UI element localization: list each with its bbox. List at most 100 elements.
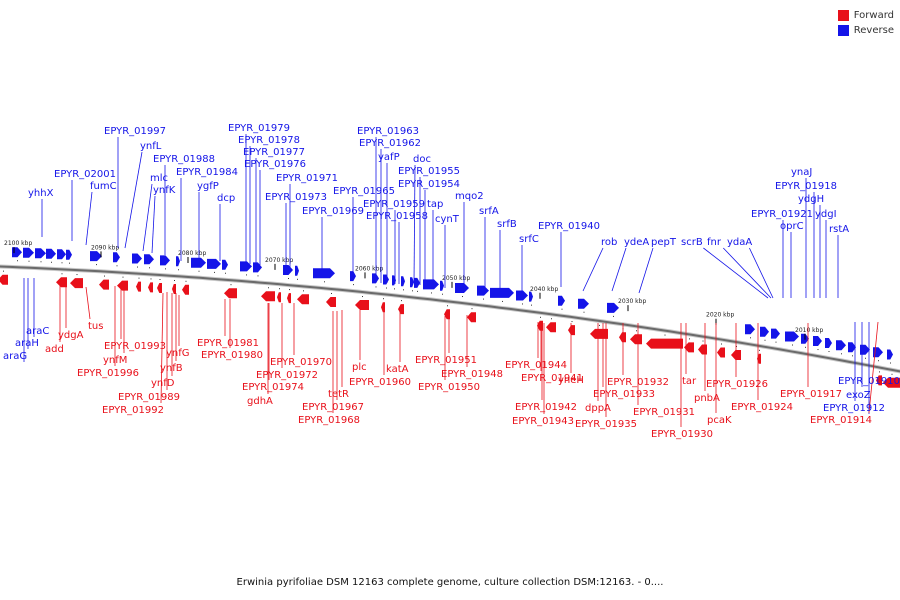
forward-gene-arrow: [590, 328, 608, 339]
gene-position-dot: [165, 268, 166, 270]
reverse-gene-arrow: [401, 276, 405, 287]
reverse-gene-arrow: [860, 344, 870, 355]
gene-label-epyr-01943: EPYR_01943: [512, 416, 574, 427]
gene-position-dot: [76, 274, 78, 276]
gene-position-dot: [137, 266, 138, 268]
forward-gene-arrow: [287, 293, 291, 304]
gene-label-epyr-01993: EPYR_01993: [104, 341, 166, 352]
gene-position-dot: [386, 287, 387, 289]
gene-position-dot: [40, 261, 42, 263]
gene-label-ynfd: ynfD: [151, 378, 175, 389]
gene-position-dot: [383, 298, 384, 300]
gene-position-dot: [3, 270, 4, 272]
gene-label-ynfg: ynfG: [166, 348, 190, 359]
gene-position-dot: [116, 265, 118, 267]
gene-position-dot: [447, 305, 448, 307]
reverse-gene-arrow: [414, 277, 420, 288]
gene-position-dot: [702, 340, 704, 342]
axis-tick-label: 2030 kbp: [618, 298, 646, 305]
gene-label-arac: araC: [26, 326, 49, 337]
gene-position-dot: [571, 321, 573, 323]
reverse-gene-arrow: [372, 273, 379, 284]
reverse-gene-arrow: [848, 342, 856, 353]
leader-line: [723, 247, 772, 299]
gene-label-add: add: [45, 344, 64, 355]
gene-position-dot: [442, 293, 443, 295]
gene-position-dot: [279, 288, 280, 290]
gene-label-epyr-01996: EPYR_01996: [77, 368, 139, 379]
gene-label-epyr-01970: EPYR_01970: [270, 357, 332, 368]
gene-position-dot: [540, 316, 541, 318]
reverse-gene-arrow: [516, 290, 528, 301]
gene-position-dot: [69, 262, 70, 264]
gene-label-ynfk: ynfK: [153, 185, 176, 196]
gene-label-ynaj: ynaJ: [791, 167, 812, 178]
gene-position-dot: [613, 315, 614, 317]
gene-position-dot: [551, 318, 552, 320]
legend-reverse: Reverse: [837, 23, 894, 38]
gene-label-epyr-01930: EPYR_01930: [651, 429, 713, 440]
forward-gene-arrow: [70, 278, 83, 289]
gene-label-epyr-01976: EPYR_01976: [244, 159, 306, 170]
leader-line: [638, 247, 654, 294]
forward-gene-arrow: [297, 294, 309, 305]
gene-label-pept: pepT: [651, 237, 677, 248]
gene-position-dot: [431, 292, 432, 294]
gene-position-dot: [246, 274, 247, 276]
reverse-gene-arrow: [66, 249, 72, 260]
reverse-gene-arrow: [23, 247, 34, 258]
gene-label-epyr-01914: EPYR_01914: [810, 415, 872, 426]
gene-position-dot: [828, 351, 830, 353]
reverse-gene-arrow: [240, 261, 252, 272]
gene-position-dot: [61, 262, 63, 264]
forward-gene-arrow: [99, 279, 109, 290]
gene-label-epyr-01965: EPYR_01965: [333, 186, 395, 197]
gene-position-dot: [721, 343, 722, 345]
gene-position-dot: [759, 349, 760, 351]
gene-label-arag: araG: [3, 351, 27, 362]
gene-label-epyr-01960: EPYR_01960: [349, 377, 411, 388]
forward-gene-arrow: [444, 309, 450, 320]
forward-gene-arrow: [0, 274, 8, 285]
axis-tick-label: 2100 kbp: [4, 240, 32, 247]
reverse-gene-arrow: [477, 285, 489, 296]
gene-position-dot: [502, 300, 503, 302]
gene-label-doc: doc: [413, 154, 431, 165]
gene-label-epyr-01931: EPYR_01931: [633, 407, 695, 418]
gene-label-epyr-01988: EPYR_01988: [153, 154, 215, 165]
gene-position-dot: [531, 304, 532, 306]
forward-gene-arrow: [546, 322, 556, 333]
gene-label-epyr-01921: EPYR_01921: [751, 209, 813, 220]
gene-label-epyr-01954: EPYR_01954: [398, 179, 460, 190]
gene-position-dot: [149, 267, 150, 269]
axis-tick-label: 2060 kbp: [355, 265, 383, 272]
forward-gene-arrow: [117, 280, 128, 291]
forward-gene-arrow: [172, 284, 176, 294]
reverse-genes-layer: [12, 247, 893, 364]
gene-label-epyr-01980: EPYR_01980: [201, 350, 263, 361]
forward-gene-arrow: [157, 283, 162, 293]
gene-label-rsta: rstA: [829, 224, 849, 235]
forward-gene-arrow: [876, 375, 882, 386]
gene-position-dot: [841, 353, 842, 355]
gene-position-dot: [150, 278, 152, 280]
gene-position-dot: [51, 261, 52, 263]
forward-gene-arrow: [136, 281, 141, 292]
gene-position-dot: [28, 260, 30, 262]
gene-label-ynfl: ynfL: [140, 141, 162, 152]
leader-line: [124, 151, 143, 249]
reverse-gene-arrow: [222, 259, 228, 270]
leader-line: [703, 247, 769, 299]
reverse-gene-arrow: [813, 336, 822, 346]
reverse-gene-arrow: [253, 262, 262, 273]
gene-label-epyr-01950: EPYR_01950: [418, 382, 480, 393]
gene-label-tus: tus: [88, 321, 103, 332]
gene-label-epyr-01997: EPYR_01997: [104, 126, 166, 137]
gene-label-epyr-01963: EPYR_01963: [357, 126, 419, 137]
gene-label-epyr-01935: EPYR_01935: [575, 419, 637, 430]
reverse-gene-arrow: [455, 283, 469, 293]
gene-label-epyr-01944: EPYR_01944: [505, 360, 567, 371]
forward-gene-arrow: [326, 297, 336, 307]
gene-position-dot: [805, 346, 806, 348]
forward-gene-arrow: [619, 332, 626, 343]
